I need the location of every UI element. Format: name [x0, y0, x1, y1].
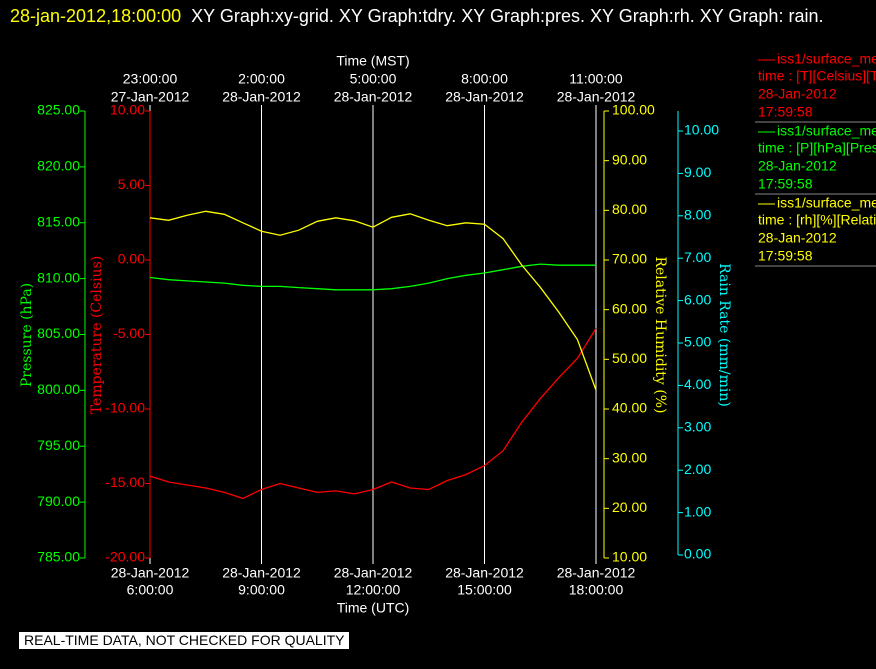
legend-detail: time : [T][Celsius][T	[758, 68, 876, 84]
y-tick-label: 7.00	[684, 249, 711, 265]
x-tick-label: 18:00:00	[569, 582, 624, 598]
y-tick-label: 90.00	[612, 151, 647, 167]
y-tick-label: 10.00	[612, 549, 647, 565]
y-tick-label: 100.00	[612, 102, 655, 118]
y-tick-label: 785.00	[37, 549, 80, 565]
legend-detail: time : [P][hPa][Pres	[758, 140, 876, 156]
y-tick-label: 5.00	[684, 334, 711, 350]
legend-name: iss1/surface_me	[777, 195, 876, 211]
y-axis-title: Pressure (hPa)	[19, 283, 35, 387]
legend-name: iss1/surface_me	[777, 123, 876, 139]
x2-tick-label: 28-Jan-2012	[445, 89, 524, 105]
y-tick-label: 6.00	[684, 291, 711, 307]
y-axis-title: Relative Humidity (%)	[652, 256, 668, 413]
y-tick-label: 60.00	[612, 300, 647, 316]
x-tick-label: 9:00:00	[238, 582, 285, 598]
y-axis-title: Rain Rate (mm/min)	[716, 263, 732, 407]
legend-detail: 28-Jan-2012	[758, 158, 837, 174]
y-tick-label: 820.00	[37, 158, 80, 174]
y-tick-label: 50.00	[612, 350, 647, 366]
y-tick-label: 30.00	[612, 449, 647, 465]
x-tick-label: 12:00:00	[346, 582, 401, 598]
y-tick-label: 9.00	[684, 164, 711, 180]
legend-name: iss1/surface_me	[777, 51, 876, 67]
y-tick-label: 20.00	[612, 499, 647, 515]
x2-tick-label: 11:00:00	[569, 71, 623, 87]
legend-detail: 17:59:58	[758, 176, 813, 192]
y-tick-label: 805.00	[37, 325, 80, 341]
title-text: XY Graph:xy-grid. XY Graph:tdry. XY Grap…	[191, 6, 824, 26]
x2-tick-label: 27-Jan-2012	[111, 89, 190, 105]
y-tick-label: 790.00	[37, 493, 80, 509]
y-tick-label: 1.00	[684, 503, 711, 519]
y-tick-label: 10.00	[684, 122, 719, 138]
y-tick-label: 810.00	[37, 269, 80, 285]
y-tick-label: -20.00	[105, 549, 145, 565]
y-tick-label: 40.00	[612, 400, 647, 416]
x-tick-label: 15:00:00	[457, 582, 512, 598]
y-tick-label: 10.00	[110, 102, 145, 118]
title: 28-jan-2012,18:00:00 XY Graph:xy-grid. X…	[10, 2, 860, 30]
y-tick-label: 8.00	[684, 207, 711, 223]
y-tick-label: 5.00	[118, 176, 145, 192]
legend-detail: 17:59:58	[758, 248, 813, 264]
x-tick-label: 6:00:00	[127, 582, 174, 598]
series-line	[149, 263, 596, 291]
y-tick-label: 0.00	[118, 251, 145, 267]
y-tick-label: 825.00	[37, 102, 80, 118]
y-tick-label: 795.00	[37, 437, 80, 453]
y-tick-label: 800.00	[37, 381, 80, 397]
y-tick-label: 0.00	[684, 546, 711, 562]
legend-detail: 28-Jan-2012	[758, 86, 837, 102]
y-tick-label: 815.00	[37, 213, 80, 229]
x2-tick-label: 23:00:00	[123, 71, 178, 87]
y-tick-label: 2.00	[684, 461, 711, 477]
legend-detail: time : [rh][%][Relati	[758, 212, 876, 228]
x-tick-label: 28-Jan-2012	[557, 565, 636, 581]
x2-tick-label: 28-Jan-2012	[334, 89, 413, 105]
x2-tick-label: 8:00:00	[461, 71, 508, 87]
x2-tick-label: 28-Jan-2012	[222, 89, 301, 105]
series-line	[149, 210, 597, 391]
legend-detail: 17:59:58	[758, 104, 813, 120]
x2-tick-label: 28-Jan-2012	[557, 89, 636, 105]
x-tick-label: 28-Jan-2012	[445, 565, 524, 581]
x-tick-label: 28-Jan-2012	[111, 565, 190, 581]
y-tick-label: 4.00	[684, 376, 711, 392]
x-tick-label: 28-Jan-2012	[334, 565, 413, 581]
y-tick-label: -5.00	[113, 325, 145, 341]
quality-note: REAL-TIME DATA, NOT CHECKED FOR QUALITY	[19, 632, 350, 649]
y-tick-label: 3.00	[684, 419, 711, 435]
legend-detail: 28-Jan-2012	[758, 230, 837, 246]
y-tick-label: 70.00	[612, 251, 647, 267]
y-axis-title: Temperature (Celsius)	[89, 256, 105, 414]
y-tick-label: 80.00	[612, 201, 647, 217]
x-axis-title: Time (UTC)	[337, 600, 410, 616]
x2-axis-title: Time (MST)	[336, 53, 409, 69]
x2-tick-label: 2:00:00	[238, 71, 285, 87]
y-tick-label: -10.00	[105, 400, 145, 416]
title-time: 28-jan-2012,18:00:00	[10, 6, 182, 26]
y-tick-label: -15.00	[105, 474, 145, 490]
x-tick-label: 28-Jan-2012	[222, 565, 301, 581]
x2-tick-label: 5:00:00	[350, 71, 397, 87]
series-line	[149, 328, 597, 500]
